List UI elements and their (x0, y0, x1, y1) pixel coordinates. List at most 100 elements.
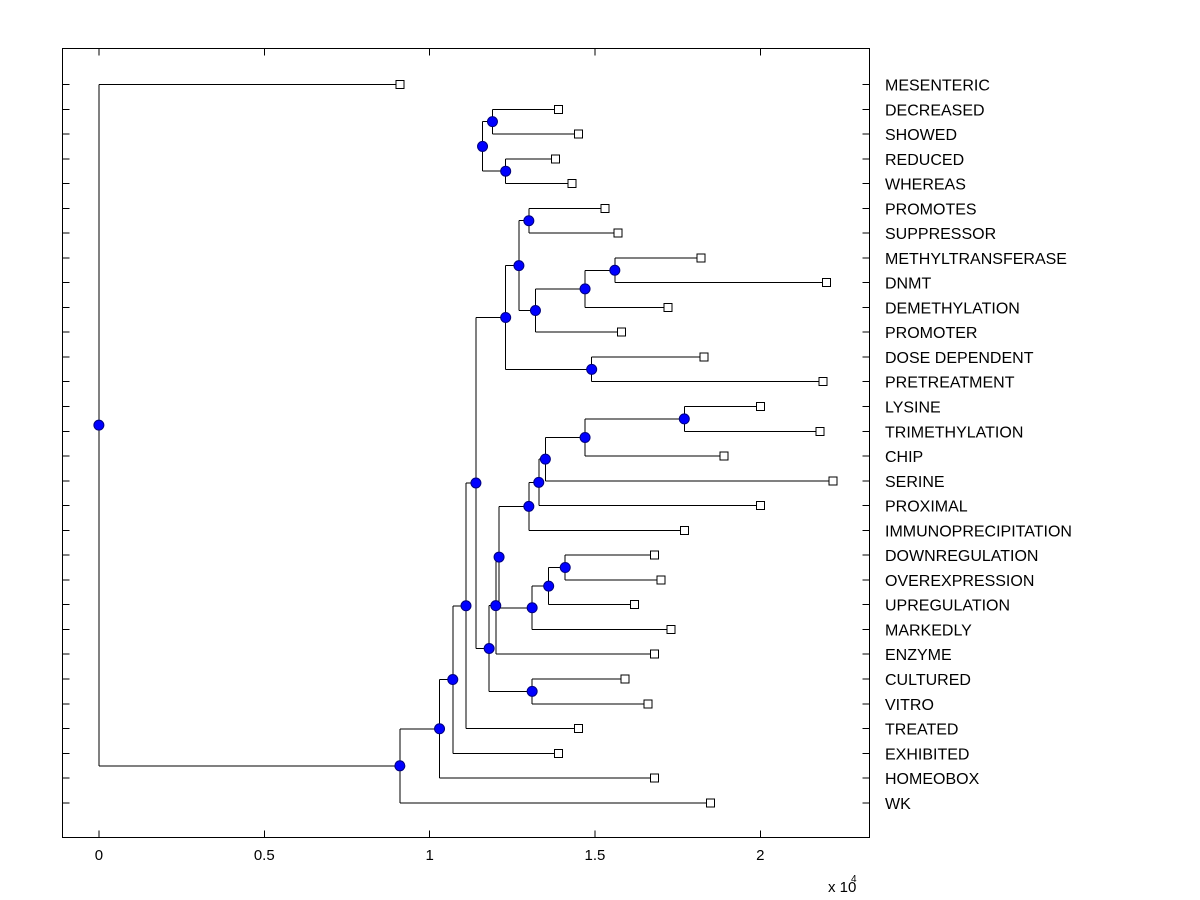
leaf-label-8: DNMT (885, 276, 931, 293)
merge-node-n25 (460, 600, 472, 612)
merge-node-n10 (500, 311, 512, 323)
x-tick-labels: 0 0.5 1 1.5 2 (95, 847, 765, 864)
leaf-label-20: OVEREXPRESSION (885, 573, 1034, 590)
leaf-marker-10 (616, 327, 626, 337)
leaf-label-7: METHYLTRANSFERASE (885, 251, 1067, 268)
leaf-marker-9 (663, 302, 673, 312)
leaf-marker-5 (600, 203, 610, 213)
merge-node-n5 (609, 264, 621, 276)
leaf-marker-25 (643, 699, 653, 709)
leaf-marker-0 (395, 80, 405, 89)
leaf-marker-14 (815, 426, 825, 436)
leaf-label-16: SERINE (885, 474, 945, 491)
leaf-label-6: SUPPRESSOR (885, 226, 996, 243)
leaf-marker-17 (755, 501, 765, 511)
leaf-marker-18 (679, 525, 689, 535)
merge-node-n4 (523, 215, 535, 227)
leaf-marker-19 (650, 550, 660, 560)
merge-node-n7 (529, 305, 541, 317)
leaf-label-25: VITRO (885, 697, 934, 714)
leaf-marker-13 (755, 402, 765, 412)
leaf-marker-21 (630, 600, 640, 610)
axis-ticks (62, 48, 870, 838)
leaf-labels: MESENTERIC DECREASED SHOWED REDUCED WHEREAS P… (885, 78, 1072, 813)
leaf-label-4: WHEREAS (885, 177, 966, 194)
leaf-label-2: SHOWED (885, 127, 957, 144)
leaf-marker-1 (554, 104, 564, 114)
merge-node-n6 (579, 283, 591, 295)
leaf-marker-11 (699, 352, 709, 362)
leaf-marker-4 (567, 179, 577, 189)
leaf-marker-7 (696, 253, 706, 263)
x-multiplier-exponent: 4 (851, 874, 857, 885)
merge-node-n26 (447, 674, 459, 686)
leaf-marker-6 (613, 228, 623, 238)
leaf-marker-23 (650, 649, 660, 659)
leaf-label-0: MESENTERIC (885, 78, 990, 95)
leaf-label-19: DOWNREGULATION (885, 548, 1038, 565)
leaf-label-21: UPREGULATION (885, 598, 1010, 615)
merge-node-n2 (500, 165, 512, 177)
merge-node-n14 (533, 476, 545, 488)
merge-node-n9 (586, 363, 598, 375)
leaf-marker-16 (828, 476, 838, 486)
leaf-marker-3 (550, 154, 560, 164)
leaf-marker-12 (818, 377, 828, 387)
leaf-marker-15 (719, 451, 729, 461)
leaf-marker-2 (573, 129, 583, 139)
leaf-marker-22 (666, 624, 676, 634)
leaf-marker-24 (620, 674, 630, 684)
leaf-label-29: WK (885, 796, 911, 813)
merge-node-n15 (523, 500, 535, 512)
merge-node-n24 (470, 477, 482, 489)
leaf-label-27: EXHIBITED (885, 746, 969, 763)
leaf-label-24: CULTURED (885, 672, 971, 689)
merge-node-n13 (539, 453, 551, 465)
merge-node-n28 (394, 760, 406, 772)
leaf-marker-8 (822, 278, 832, 288)
x-tick-label-0: 0 (95, 847, 103, 864)
merge-node-n11 (678, 413, 690, 425)
leaf-label-18: IMMUNOPRECIPITATION (885, 523, 1072, 540)
x-tick-label-1: 0.5 (254, 847, 275, 864)
leaf-label-12: PRETREATMENT (885, 375, 1015, 392)
dendrogram-nodes (93, 116, 690, 772)
merge-node-n19 (493, 551, 505, 563)
leaf-marker-29 (706, 798, 716, 808)
x-tick-label-4: 2 (756, 847, 764, 864)
leaf-label-14: TRIMETHYLATION (885, 424, 1023, 441)
leaf-label-3: REDUCED (885, 152, 964, 169)
leaf-label-22: MARKEDLY (885, 622, 972, 639)
leaf-label-17: PROXIMAL (885, 499, 968, 516)
leaf-label-9: DEMETHYLATION (885, 300, 1020, 317)
merge-node-n23 (483, 643, 495, 655)
merge-node-n3 (477, 140, 489, 152)
leaf-label-26: TREATED (885, 722, 958, 739)
leaf-label-10: PROMOTER (885, 325, 977, 342)
leaf-label-5: PROMOTES (885, 201, 977, 218)
merge-node-n8 (513, 260, 525, 272)
merge-node-n27 (434, 723, 446, 735)
leaf-label-11: DOSE DEPENDENT (885, 350, 1034, 367)
leaf-label-23: ENZYME (885, 647, 952, 664)
plot-frame (62, 48, 870, 838)
leaf-label-15: CHIP (885, 449, 923, 466)
merge-node-n21 (490, 600, 502, 612)
merge-node-n16 (559, 562, 571, 574)
merge-node-n22 (526, 685, 538, 697)
merge-node-n18 (526, 602, 538, 614)
leaf-marker-27 (554, 748, 564, 758)
leaf-marker-28 (650, 773, 660, 783)
merge-node-n17 (543, 580, 555, 592)
x-tick-label-2: 1 (425, 847, 433, 864)
leaf-label-28: HOMEOBOX (885, 771, 980, 788)
leaf-label-1: DECREASED (885, 102, 985, 119)
x-multiplier-base: x 10 (828, 879, 856, 896)
leaf-marker-20 (656, 575, 666, 585)
leaf-markers (395, 80, 838, 808)
leaf-label-13: LYSINE (885, 400, 941, 417)
merge-node-root (93, 419, 105, 431)
leaf-marker-26 (573, 724, 583, 734)
